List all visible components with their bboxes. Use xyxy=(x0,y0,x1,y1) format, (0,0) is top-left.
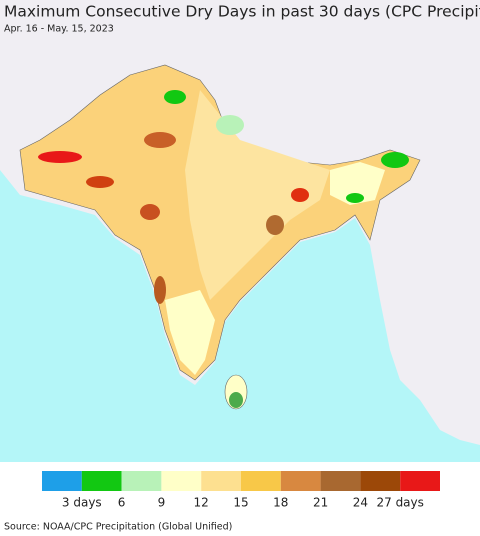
hot-spot xyxy=(291,188,309,202)
region-patch xyxy=(185,90,330,300)
legend: 3 days 6 9 12 15 18 21 24 27 days xyxy=(42,471,440,510)
legend-swatch xyxy=(320,471,361,491)
legend-swatch xyxy=(360,471,401,491)
wet-spot xyxy=(346,193,364,203)
legend-label: 18 xyxy=(273,496,288,510)
legend-label: 21 xyxy=(313,496,328,510)
hot-spot xyxy=(38,151,82,163)
region-patch xyxy=(165,290,215,375)
hot-spot xyxy=(266,215,284,235)
wet-spot xyxy=(381,152,409,168)
wet-spot xyxy=(164,90,186,104)
source-note: Source: NOAA/CPC Precipitation (Global U… xyxy=(4,522,232,533)
map-title: Maximum Consecutive Dry Days in past 30 … xyxy=(4,3,480,21)
hot-spot xyxy=(144,132,176,148)
legend-label: 12 xyxy=(194,496,209,510)
legend-swatch xyxy=(121,471,162,491)
wet-spot xyxy=(229,392,243,408)
hot-spot xyxy=(154,276,166,304)
legend-swatch xyxy=(400,471,440,491)
wet-spot xyxy=(216,115,244,135)
legend-swatch xyxy=(42,471,82,491)
legend-label: 24 xyxy=(353,496,368,510)
legend-swatch xyxy=(161,471,202,491)
legend-swatch xyxy=(201,471,241,491)
legend-label: 15 xyxy=(233,496,248,510)
hot-spot xyxy=(86,176,114,188)
map-subtitle: Apr. 16 - May. 15, 2023 xyxy=(4,24,114,35)
legend-swatch xyxy=(280,471,321,491)
hot-spot xyxy=(140,204,160,220)
legend-label: 27 days xyxy=(376,496,423,510)
region-patch xyxy=(330,162,385,205)
ocean xyxy=(0,170,480,462)
legend-swatch xyxy=(241,471,281,491)
legend-label: 6 xyxy=(118,496,126,510)
legend-swatch xyxy=(81,471,122,491)
legend-label: 9 xyxy=(158,496,166,510)
legend-label: 3 days xyxy=(62,496,102,510)
